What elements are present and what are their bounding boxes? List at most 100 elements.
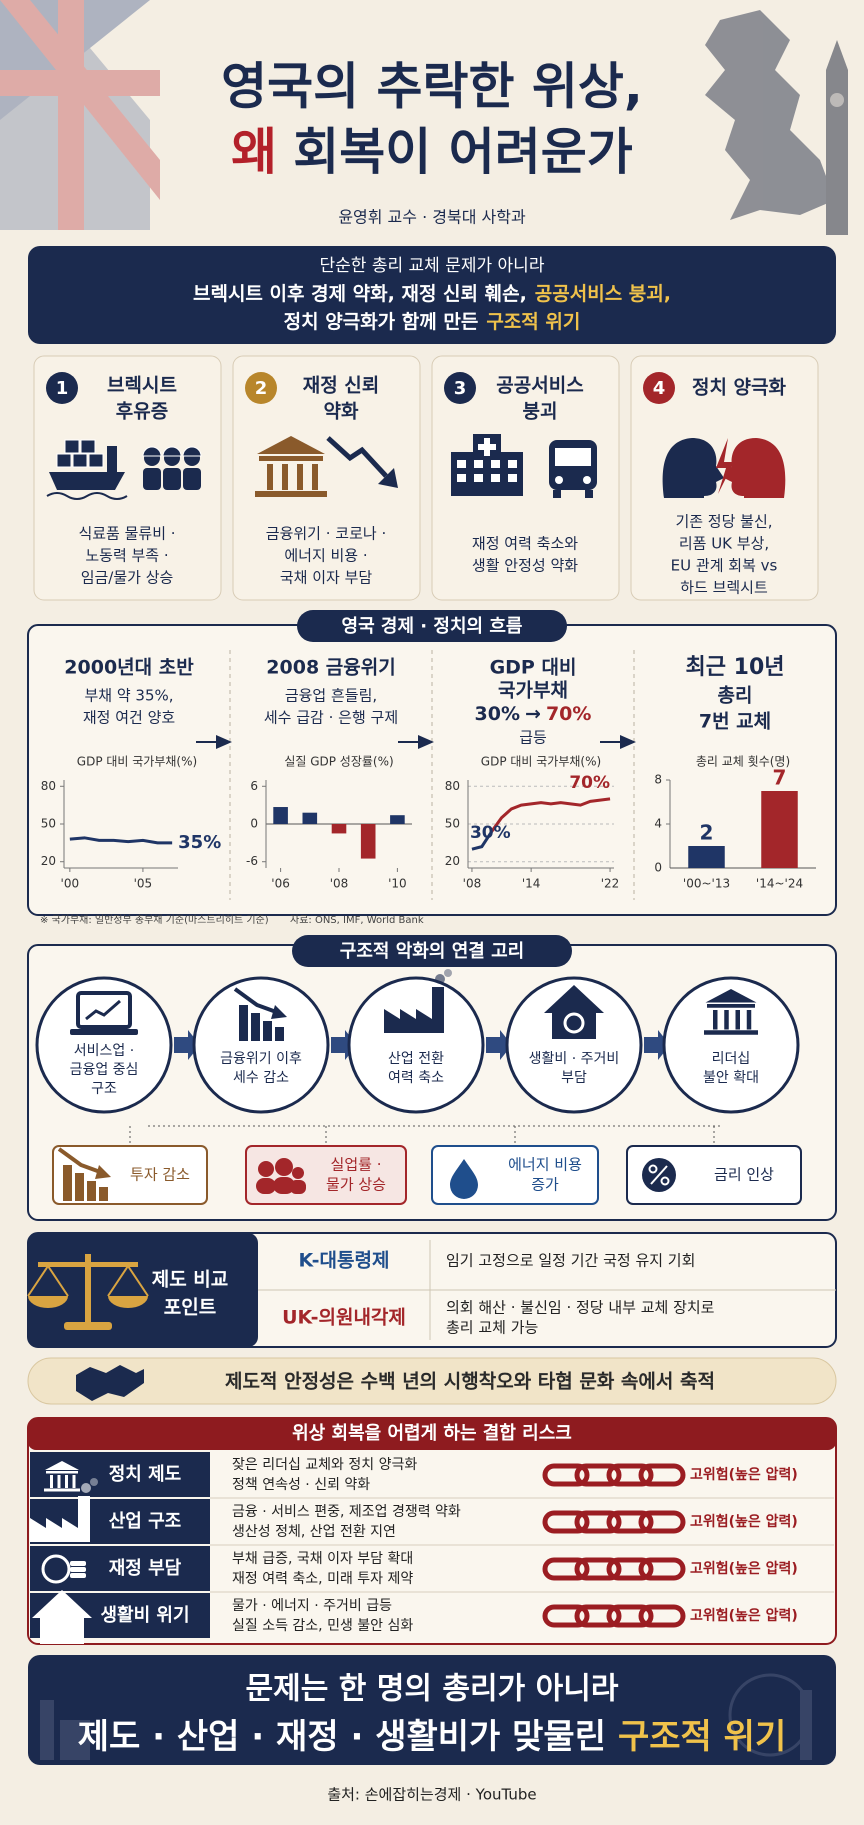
stage-desc: 부채 약 35%, (84, 687, 173, 705)
icon-part (735, 1010, 740, 1030)
cause-number: 3 (454, 378, 467, 399)
text-part: 70% (546, 703, 591, 725)
text-part: 브렉시트 이후 경제 약화, 재정 신뢰 훼손, (193, 283, 527, 305)
text-part: 회복이 어려운가 (293, 123, 632, 181)
y-tick-label: 4 (654, 817, 662, 831)
icon-part (233, 987, 280, 1015)
icon-part (143, 468, 161, 490)
icon-part (290, 1180, 306, 1194)
risk-desc: 금융 · 서비스 편중, 제조업 경쟁력 약화 (232, 1504, 461, 1520)
x-tick-label: '10 (388, 877, 407, 891)
icon-part (282, 464, 288, 490)
cause-desc: 재정 여력 축소와 (472, 535, 578, 553)
icon-part (72, 1475, 76, 1488)
cause-desc: 금융위기 · 코로나 · (266, 525, 386, 543)
icon-part (81, 1483, 91, 1493)
cause-title: 정치 양극화 (692, 377, 787, 399)
icon-part (275, 1027, 284, 1041)
icon-part (662, 438, 724, 498)
icon-part (64, 439, 80, 454)
cause-desc: 임금/물가 상승 (81, 569, 174, 587)
conclusion-box (28, 1655, 836, 1765)
icon-part (660, 1176, 670, 1186)
icon-part (563, 1012, 585, 1034)
impact-label: 에너지 비용 (508, 1156, 582, 1174)
x-tick-label: '22 (601, 877, 620, 891)
chart-title: GDP 대비 국가부채(%) (77, 755, 197, 769)
cause-card (33, 355, 222, 601)
cause-desc: 생활 안정성 약화 (472, 557, 578, 575)
section-heading-bg (297, 610, 567, 642)
icon-part (713, 1010, 718, 1030)
icon (542, 1463, 686, 1487)
map-decor (705, 10, 848, 235)
icon-part (142, 446, 162, 457)
risk-name: 정치 제도 (109, 1464, 182, 1485)
icon (256, 1158, 306, 1194)
icon-part (63, 1165, 72, 1201)
section-heading: 구조적 악화의 연결 고리 (340, 941, 524, 962)
icon-part (638, 1604, 686, 1628)
data-label: 35% (178, 832, 221, 853)
text-part: 제도 · 산업 · 재정 · 생활비가 맞물린 (78, 1717, 606, 1757)
icon-part (56, 453, 72, 468)
icon-part (606, 1604, 654, 1628)
cause-title: 약화 (324, 401, 359, 423)
footnote: ※ 국가부채: 일반정부 총부채 기준(마스트리히트 기준) (40, 914, 269, 926)
summary-text: 단순한 총리 교체 문제가 아니라 (320, 256, 545, 276)
icon-part (72, 453, 88, 468)
cause-number-badge (245, 372, 277, 404)
icon-part (45, 1461, 79, 1470)
y-tick-label: 80 (41, 779, 56, 793)
icon-part (292, 1167, 304, 1179)
chain-node-label: 리더십 (712, 1051, 751, 1067)
icon-part (255, 491, 327, 497)
banner-text: 제도적 안정성은 수백 년의 시행착오와 타협 문화 속에서 축적 (225, 1371, 715, 1393)
y-tick-label: 20 (41, 854, 56, 868)
data-label: 7 (773, 766, 787, 790)
icon-part (85, 1254, 91, 1324)
cause-title: 후유증 (116, 401, 168, 423)
banner-box (27, 1357, 837, 1405)
cause-card (431, 355, 620, 601)
icon (41, 1554, 86, 1584)
icon-part (46, 492, 128, 500)
icon-part (544, 985, 604, 1013)
icon-part (70, 1029, 138, 1035)
icon-part (707, 1004, 755, 1008)
risk-name: 생활비 위기 (100, 1605, 189, 1626)
impact-label: 투자 감소 (130, 1166, 190, 1184)
icon-part (491, 460, 500, 468)
stage-title: GDP 대비 (490, 657, 577, 679)
chain-node-label: 부담 (561, 1070, 587, 1086)
x-tick-label: '00~'13 (683, 877, 730, 891)
summary-text: 정치 양극화가 함께 만든 구조적 위기 (284, 311, 581, 333)
chain-node-label: 산업 전환 (388, 1051, 444, 1067)
x-tick-label: '00 (61, 877, 80, 891)
chain-node-label: 금융업 중심 (70, 1062, 139, 1078)
icon-part (70, 1561, 86, 1566)
icon-part (574, 1557, 622, 1581)
icon-part (64, 1322, 112, 1330)
icon (704, 989, 758, 1035)
icon-part (275, 1158, 293, 1176)
icon-part (478, 438, 496, 456)
byline: 윤영휘 교수 · 경북대 사학과 (338, 208, 526, 227)
chain-node-label: 생활비 · 주거비 (529, 1051, 620, 1067)
icon-part (583, 476, 591, 484)
y-tick-label: 50 (445, 817, 460, 831)
icon-part (256, 1178, 276, 1194)
icon (30, 1478, 98, 1542)
icon-part (41, 1554, 71, 1584)
stage-title: 2000년대 초반 (64, 657, 194, 679)
cause-desc: 하드 브렉시트 (680, 579, 768, 597)
chain-node-label: 여력 축소 (388, 1070, 444, 1086)
chart-title: 총리 교체 횟수(명) (696, 755, 790, 769)
icon-part (49, 472, 125, 490)
icon-part (555, 448, 591, 466)
icon-part (65, 1475, 68, 1488)
stage-title: 2008 금융위기 (266, 657, 395, 679)
title: 왜 회복이 어려운가 (231, 123, 632, 181)
y-tick-label: 20 (445, 854, 460, 868)
icon-part (258, 1161, 274, 1177)
